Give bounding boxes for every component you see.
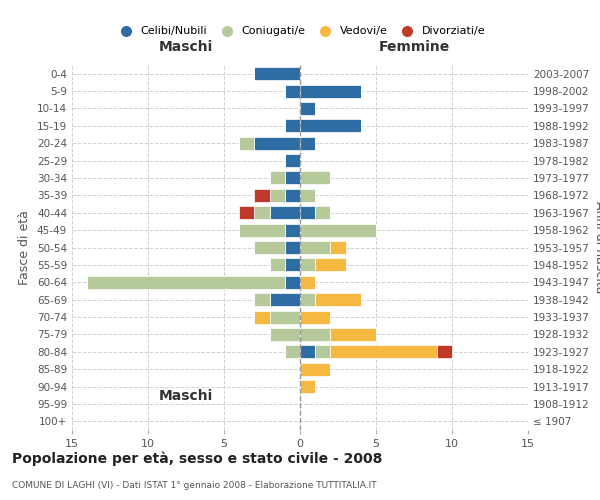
Bar (300, 189, 315, 202)
Bar (269, 172, 285, 184)
Bar (285, 84, 300, 98)
Bar (285, 120, 300, 132)
Bar (315, 346, 331, 358)
Text: Maschi: Maschi (159, 40, 213, 54)
Bar (269, 258, 285, 272)
Bar (300, 328, 331, 341)
Legend: Celibi/Nubili, Coniugati/e, Vedovi/e, Divorziati/e: Celibi/Nubili, Coniugati/e, Vedovi/e, Di… (111, 23, 489, 40)
Bar (300, 346, 315, 358)
Text: Popolazione per età, sesso e stato civile - 2008: Popolazione per età, sesso e stato civil… (12, 451, 382, 466)
Bar (331, 241, 346, 254)
Bar (239, 206, 254, 220)
Bar (285, 276, 300, 289)
Bar (239, 224, 285, 236)
Text: Maschi: Maschi (159, 389, 213, 403)
Bar (254, 136, 300, 149)
Bar (285, 189, 300, 202)
Bar (300, 310, 331, 324)
Bar (87, 276, 285, 289)
Y-axis label: Anni di nascita: Anni di nascita (593, 201, 600, 294)
Bar (300, 172, 331, 184)
Bar (269, 328, 300, 341)
Text: COMUNE DI LAGHI (VI) - Dati ISTAT 1° gennaio 2008 - Elaborazione TUTTITALIA.IT: COMUNE DI LAGHI (VI) - Dati ISTAT 1° gen… (12, 480, 377, 490)
Bar (285, 224, 300, 236)
Bar (285, 346, 300, 358)
Bar (254, 241, 285, 254)
Bar (254, 310, 269, 324)
Bar (254, 206, 269, 220)
Bar (254, 67, 300, 80)
Bar (300, 293, 315, 306)
Bar (285, 154, 300, 167)
Bar (331, 346, 437, 358)
Bar (300, 102, 315, 115)
Bar (300, 136, 315, 149)
Text: Femmine: Femmine (379, 40, 449, 54)
Bar (315, 258, 346, 272)
Bar (239, 136, 254, 149)
Bar (254, 189, 269, 202)
Bar (285, 172, 300, 184)
Bar (331, 328, 376, 341)
Bar (437, 346, 452, 358)
Bar (269, 189, 285, 202)
Bar (300, 362, 331, 376)
Y-axis label: Fasce di età: Fasce di età (19, 210, 31, 285)
Bar (315, 293, 361, 306)
Bar (300, 84, 361, 98)
Bar (300, 206, 315, 220)
Bar (300, 380, 315, 393)
Bar (269, 206, 300, 220)
Bar (300, 276, 315, 289)
Bar (285, 241, 300, 254)
Bar (300, 224, 376, 236)
Bar (300, 241, 331, 254)
Bar (269, 310, 300, 324)
Bar (285, 258, 300, 272)
Bar (315, 206, 331, 220)
Bar (300, 120, 361, 132)
Bar (269, 293, 300, 306)
Bar (300, 258, 315, 272)
Bar (254, 293, 269, 306)
